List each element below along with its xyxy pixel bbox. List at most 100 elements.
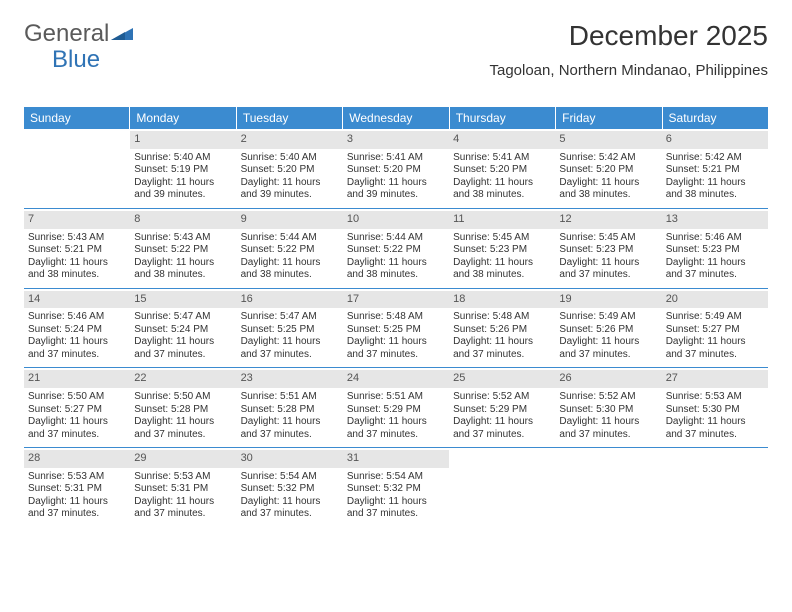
sunset-text: Sunset: 5:20 PM <box>453 164 551 177</box>
day-cell: 10Sunrise: 5:44 AMSunset: 5:22 PMDayligh… <box>343 209 449 288</box>
day-cell: 9Sunrise: 5:44 AMSunset: 5:22 PMDaylight… <box>237 209 343 288</box>
sunrise-text: Sunrise: 5:43 AM <box>134 232 232 245</box>
day-cell: 19Sunrise: 5:49 AMSunset: 5:26 PMDayligh… <box>555 289 661 368</box>
daylight-text: and 37 minutes. <box>347 508 445 521</box>
sunset-text: Sunset: 5:28 PM <box>241 404 339 417</box>
day-cell: 5Sunrise: 5:42 AMSunset: 5:20 PMDaylight… <box>555 129 661 208</box>
sunset-text: Sunset: 5:21 PM <box>28 244 126 257</box>
day-cell: 17Sunrise: 5:48 AMSunset: 5:25 PMDayligh… <box>343 289 449 368</box>
day-number: 28 <box>24 450 130 468</box>
daylight-text: and 39 minutes. <box>347 189 445 202</box>
sunset-text: Sunset: 5:22 PM <box>347 244 445 257</box>
day-cell: 21Sunrise: 5:50 AMSunset: 5:27 PMDayligh… <box>24 368 130 447</box>
sunset-text: Sunset: 5:20 PM <box>347 164 445 177</box>
daylight-text: Daylight: 11 hours <box>559 336 657 349</box>
sunset-text: Sunset: 5:19 PM <box>134 164 232 177</box>
daylight-text: and 38 minutes. <box>453 189 551 202</box>
sunrise-text: Sunrise: 5:41 AM <box>453 152 551 165</box>
day-number: 9 <box>237 211 343 229</box>
sunrise-text: Sunrise: 5:46 AM <box>28 311 126 324</box>
sunrise-text: Sunrise: 5:53 AM <box>134 471 232 484</box>
week-row: 1Sunrise: 5:40 AMSunset: 5:19 PMDaylight… <box>24 129 768 208</box>
logo-text-general: General <box>24 20 109 48</box>
day-cell <box>449 448 555 527</box>
daylight-text: Daylight: 11 hours <box>559 257 657 270</box>
sunrise-text: Sunrise: 5:53 AM <box>28 471 126 484</box>
sunrise-text: Sunrise: 5:47 AM <box>134 311 232 324</box>
daylight-text: Daylight: 11 hours <box>134 496 232 509</box>
sunset-text: Sunset: 5:22 PM <box>134 244 232 257</box>
day-header: Friday <box>556 107 662 129</box>
day-header: Tuesday <box>237 107 343 129</box>
daylight-text: and 37 minutes. <box>134 429 232 442</box>
daylight-text: Daylight: 11 hours <box>241 336 339 349</box>
daylight-text: Daylight: 11 hours <box>453 416 551 429</box>
daylight-text: Daylight: 11 hours <box>559 416 657 429</box>
daylight-text: Daylight: 11 hours <box>28 416 126 429</box>
daylight-text: and 37 minutes. <box>559 269 657 282</box>
day-number: 14 <box>24 291 130 309</box>
day-cell: 15Sunrise: 5:47 AMSunset: 5:24 PMDayligh… <box>130 289 236 368</box>
daylight-text: Daylight: 11 hours <box>559 177 657 190</box>
sunset-text: Sunset: 5:30 PM <box>559 404 657 417</box>
day-number: 6 <box>662 131 768 149</box>
sunrise-text: Sunrise: 5:40 AM <box>241 152 339 165</box>
sunset-text: Sunset: 5:28 PM <box>134 404 232 417</box>
sunrise-text: Sunrise: 5:48 AM <box>347 311 445 324</box>
day-cell: 22Sunrise: 5:50 AMSunset: 5:28 PMDayligh… <box>130 368 236 447</box>
daylight-text: Daylight: 11 hours <box>28 336 126 349</box>
daylight-text: Daylight: 11 hours <box>28 496 126 509</box>
sunrise-text: Sunrise: 5:42 AM <box>666 152 764 165</box>
day-header: Saturday <box>663 107 768 129</box>
daylight-text: and 38 minutes. <box>28 269 126 282</box>
daylight-text: and 38 minutes. <box>347 269 445 282</box>
day-number: 17 <box>343 291 449 309</box>
daylight-text: and 38 minutes. <box>559 189 657 202</box>
sunset-text: Sunset: 5:32 PM <box>241 483 339 496</box>
month-title: December 2025 <box>489 20 768 52</box>
daylight-text: Daylight: 11 hours <box>241 496 339 509</box>
daylight-text: Daylight: 11 hours <box>347 416 445 429</box>
day-number: 7 <box>24 211 130 229</box>
day-number: 22 <box>130 370 236 388</box>
sunrise-text: Sunrise: 5:44 AM <box>347 232 445 245</box>
daylight-text: and 37 minutes. <box>666 429 764 442</box>
day-header: Thursday <box>450 107 556 129</box>
day-cell: 11Sunrise: 5:45 AMSunset: 5:23 PMDayligh… <box>449 209 555 288</box>
day-number: 11 <box>449 211 555 229</box>
daylight-text: Daylight: 11 hours <box>666 336 764 349</box>
daylight-text: and 39 minutes. <box>241 189 339 202</box>
sunset-text: Sunset: 5:24 PM <box>28 324 126 337</box>
day-number: 23 <box>237 370 343 388</box>
day-cell: 2Sunrise: 5:40 AMSunset: 5:20 PMDaylight… <box>237 129 343 208</box>
day-number: 5 <box>555 131 661 149</box>
sunset-text: Sunset: 5:30 PM <box>666 404 764 417</box>
sunset-text: Sunset: 5:26 PM <box>559 324 657 337</box>
day-cell: 23Sunrise: 5:51 AMSunset: 5:28 PMDayligh… <box>237 368 343 447</box>
daylight-text: and 37 minutes. <box>28 349 126 362</box>
daylight-text: Daylight: 11 hours <box>666 416 764 429</box>
day-cell: 1Sunrise: 5:40 AMSunset: 5:19 PMDaylight… <box>130 129 236 208</box>
day-number: 27 <box>662 370 768 388</box>
location-text: Tagoloan, Northern Mindanao, Philippines <box>489 62 768 79</box>
day-cell: 6Sunrise: 5:42 AMSunset: 5:21 PMDaylight… <box>662 129 768 208</box>
daylight-text: and 37 minutes. <box>28 429 126 442</box>
day-cell: 12Sunrise: 5:45 AMSunset: 5:23 PMDayligh… <box>555 209 661 288</box>
day-cell: 7Sunrise: 5:43 AMSunset: 5:21 PMDaylight… <box>24 209 130 288</box>
daylight-text: and 37 minutes. <box>134 349 232 362</box>
day-number: 13 <box>662 211 768 229</box>
sunset-text: Sunset: 5:32 PM <box>347 483 445 496</box>
daylight-text: and 37 minutes. <box>241 508 339 521</box>
daylight-text: Daylight: 11 hours <box>134 257 232 270</box>
sunset-text: Sunset: 5:23 PM <box>453 244 551 257</box>
day-number: 3 <box>343 131 449 149</box>
daylight-text: and 39 minutes. <box>134 189 232 202</box>
daylight-text: and 37 minutes. <box>453 429 551 442</box>
day-cell: 20Sunrise: 5:49 AMSunset: 5:27 PMDayligh… <box>662 289 768 368</box>
sunrise-text: Sunrise: 5:49 AM <box>559 311 657 324</box>
daylight-text: Daylight: 11 hours <box>347 496 445 509</box>
daylight-text: and 37 minutes. <box>453 349 551 362</box>
daylight-text: Daylight: 11 hours <box>666 257 764 270</box>
day-cell: 18Sunrise: 5:48 AMSunset: 5:26 PMDayligh… <box>449 289 555 368</box>
sunset-text: Sunset: 5:29 PM <box>347 404 445 417</box>
